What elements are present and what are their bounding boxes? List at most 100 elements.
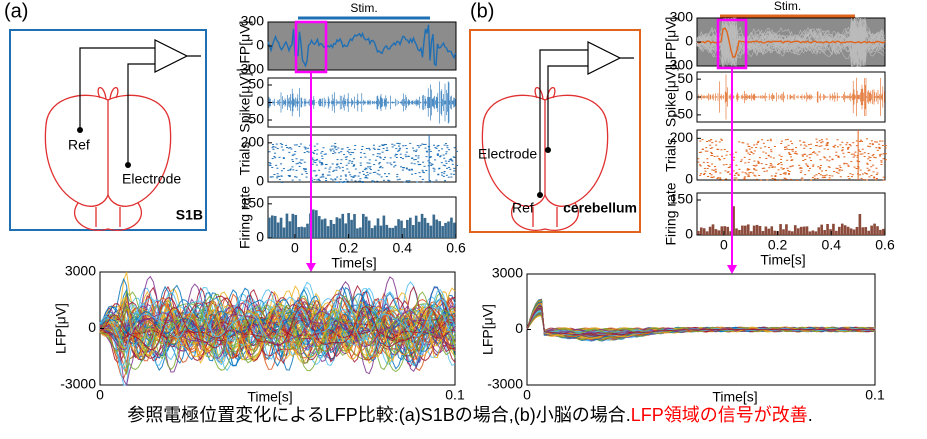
raster-dot: [304, 147, 307, 149]
zoom-trace: [526, 312, 876, 334]
raster-dot: [340, 175, 343, 177]
raster-dot: [790, 165, 793, 167]
raster-dot: [295, 163, 298, 165]
rate-bar: [817, 227, 821, 235]
raster-dot: [852, 156, 855, 158]
raster-dot: [753, 169, 756, 171]
raster-dot: [389, 162, 392, 164]
raster-dot: [745, 149, 748, 151]
raster-dot: [856, 156, 859, 158]
raster-dot: [850, 153, 853, 155]
raster-dot: [398, 148, 401, 150]
raster-dot: [702, 161, 705, 163]
raster-dot: [280, 163, 283, 165]
diagram-box: [469, 29, 641, 233]
raster-dot: [292, 161, 295, 163]
rate-bar: [447, 221, 450, 238]
raster-dot: [784, 139, 787, 141]
raster-dot: [419, 163, 422, 165]
raster-dot: [743, 178, 746, 180]
raster-dot: [358, 172, 361, 174]
raster-dot: [799, 172, 802, 174]
raster-dot: [710, 176, 713, 178]
raster-dot: [780, 156, 783, 158]
raster-dot: [443, 171, 446, 173]
raster-dot: [324, 167, 327, 169]
raster-dot: [287, 147, 290, 149]
raster-dot: [878, 143, 881, 145]
rate-bar: [268, 217, 271, 238]
raster-dot: [800, 167, 803, 169]
raster-dot: [809, 147, 812, 149]
raster-dot: [868, 156, 871, 158]
x-tick-label: 0.1: [445, 387, 465, 403]
raster-dot: [343, 154, 346, 156]
wire: [539, 49, 588, 195]
raster-dot: [395, 156, 398, 158]
raster-dot: [378, 167, 381, 169]
raster-dot: [340, 151, 343, 153]
raster-dot: [825, 145, 828, 147]
raster-dot: [770, 151, 773, 153]
zoom-traces: [99, 271, 456, 387]
raster-dot: [876, 141, 879, 143]
raster-dot: [338, 167, 341, 169]
raster-dot: [408, 168, 411, 170]
raster-dot: [326, 174, 329, 176]
raster-dot: [755, 147, 758, 149]
raster-dot: [819, 164, 822, 166]
lfp-trace: [696, 17, 885, 64]
raster-dot: [823, 156, 826, 158]
raster-dot: [874, 179, 877, 181]
raster-dot: [423, 144, 426, 146]
raster-dot: [450, 176, 453, 178]
rate-bar: [820, 224, 824, 235]
raster-dot: [786, 167, 789, 169]
rate-bar: [723, 226, 727, 235]
raster-dot: [846, 148, 849, 150]
raster-dot: [741, 171, 744, 173]
y-tick-label: 150: [241, 195, 265, 211]
raster-dot: [810, 153, 813, 155]
y-tick-label: -3000: [487, 376, 523, 392]
raster-dot: [368, 162, 371, 164]
raster-dot: [421, 178, 424, 180]
raster-dot: [850, 176, 853, 178]
raster-dot: [766, 139, 769, 141]
stim-label: Stim.: [350, 1, 377, 15]
raster-dot: [398, 145, 401, 147]
raster-dot: [290, 148, 293, 150]
raster-dot: [765, 157, 768, 159]
raster-dot: [305, 176, 308, 178]
raster-dot: [738, 168, 741, 170]
raster-dot: [714, 168, 717, 170]
raster-dot: [727, 171, 730, 173]
raster-dot: [365, 176, 368, 178]
raster-dot: [345, 156, 348, 158]
raster-dot: [803, 147, 806, 149]
raster-dot: [748, 154, 751, 156]
raster-dot: [803, 153, 806, 155]
raster-dot: [396, 176, 399, 178]
raster-dot: [382, 148, 385, 150]
raster-dot: [699, 174, 702, 176]
raster-dot: [354, 145, 357, 147]
raster-dot: [396, 142, 399, 144]
rate-bar: [782, 229, 785, 235]
rate-bar: [732, 206, 735, 235]
raster-dot: [358, 180, 361, 182]
raster-dot: [317, 179, 320, 181]
raster-dot: [747, 174, 750, 176]
raster-dot: [348, 149, 351, 151]
raster-dot: [295, 144, 298, 146]
y-tick-label: 50: [677, 70, 693, 86]
raster-dot: [843, 162, 846, 164]
raster-dot: [868, 176, 871, 178]
raster-dot: [378, 163, 381, 165]
brain: [481, 86, 609, 231]
raster-dot: [704, 150, 707, 152]
raster-dot: [412, 147, 415, 149]
raster-dot: [417, 164, 420, 166]
raster-dot: [314, 162, 317, 164]
raster-dot: [828, 177, 831, 179]
